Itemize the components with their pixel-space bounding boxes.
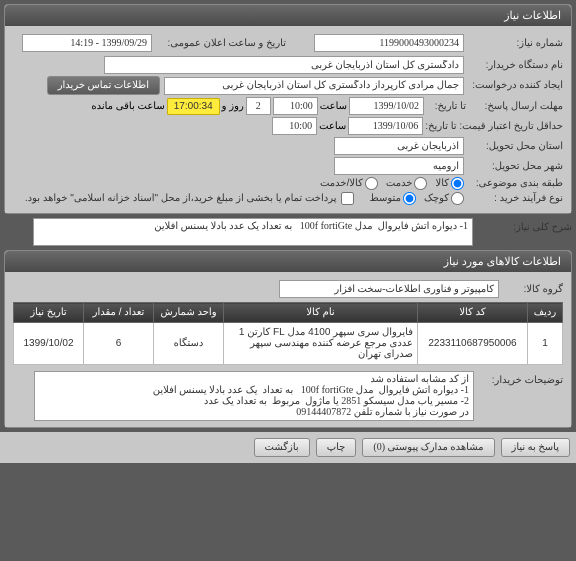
countdown-timer: 17:00:34	[167, 98, 220, 115]
org-label: نام دستگاه خریدار:	[468, 60, 563, 71]
col-unit: واحد شمارش	[154, 303, 224, 323]
org-field	[104, 56, 464, 74]
province-field	[334, 137, 464, 155]
panel-title: اطلاعات نیاز	[5, 5, 571, 26]
need-no-label: شماره نیاز:	[468, 38, 563, 49]
time-label-2: ساعت	[319, 121, 346, 132]
bt-medium-radio[interactable]	[403, 192, 416, 205]
back-button[interactable]: بازگشت	[254, 438, 310, 457]
cat-goods-label: کالا	[435, 178, 449, 189]
bt-medium-label: متوسط	[370, 193, 401, 204]
buy-type-radio-group: کوچک متوسط	[370, 192, 464, 205]
cat-service-label: خدمت	[386, 178, 413, 189]
notes-field	[34, 371, 474, 421]
partial-pay-label: پرداخت تمام یا بخشی از مبلغ خرید،از محل …	[25, 193, 337, 204]
cell-n: 1	[528, 323, 563, 365]
creator-label: ایجاد کننده درخواست:	[468, 80, 563, 91]
cell-unit: دستگاه	[154, 323, 224, 365]
province-label: استان محل تحویل:	[468, 141, 563, 152]
valid-label: حداقل تاریخ اعتبار قیمت: تا تاریخ:	[425, 121, 563, 132]
need-info-panel: اطلاعات نیاز شماره نیاز: تاریخ و ساعت اع…	[4, 4, 572, 214]
valid-time-field	[272, 117, 317, 135]
contact-info-button[interactable]: اطلاعات تماس خریدار	[47, 76, 160, 95]
summary-field	[33, 218, 473, 246]
cat-goods-radio[interactable]	[451, 177, 464, 190]
cell-name: فایروال سری سپهر 4100 مدل FL کارتن 1 عدد…	[224, 323, 418, 365]
col-qty: تعداد / مقدار	[84, 303, 154, 323]
need-no-field	[314, 34, 464, 52]
cat-both-radio[interactable]	[365, 177, 378, 190]
buy-type-label: نوع فرآیند خرید :	[468, 193, 563, 204]
cat-service-radio[interactable]	[414, 177, 427, 190]
cell-qty: 6	[84, 323, 154, 365]
deadline-time-field	[273, 97, 318, 115]
answer-button[interactable]: پاسخ به نیاز	[501, 438, 571, 457]
deadline-to-label: تا تاریخ:	[426, 101, 466, 112]
col-date: تاریخ نیاز	[14, 303, 84, 323]
group-label: گروه کالا:	[503, 284, 563, 295]
days-label: روز و	[222, 101, 244, 112]
items-table: ردیف کد کالا نام کالا واحد شمارش تعداد /…	[13, 302, 563, 365]
partial-pay-checkbox[interactable]	[341, 192, 354, 205]
cell-code: 2233110687950006	[418, 323, 528, 365]
valid-date-field	[348, 117, 423, 135]
city-label: شهر محل تحویل:	[468, 161, 563, 172]
bt-small-radio[interactable]	[451, 192, 464, 205]
pub-date-label: تاریخ و ساعت اعلان عمومی:	[156, 38, 286, 49]
items-panel: اطلاعات کالاهای مورد نیاز گروه کالا: ردی…	[4, 250, 572, 428]
category-radio-group: کالا خدمت کالا/خدمت	[320, 177, 464, 190]
pub-date-field	[22, 34, 152, 52]
days-field	[246, 97, 271, 115]
remaining-label: ساعت باقی مانده	[91, 101, 164, 112]
col-row: ردیف	[528, 303, 563, 323]
footer-buttons: پاسخ به نیاز مشاهده مدارک پیوستی (0) چاپ…	[0, 432, 576, 463]
bt-small-label: کوچک	[424, 193, 449, 204]
group-field	[279, 280, 499, 298]
time-label-1: ساعت	[320, 101, 347, 112]
cat-both-label: کالا/خدمت	[320, 178, 363, 189]
col-code: کد کالا	[418, 303, 528, 323]
notes-label: توضیحات خریدار:	[478, 371, 563, 386]
cell-date: 1399/10/02	[14, 323, 84, 365]
summary-label: شرح کلی نیاز:	[477, 218, 572, 233]
table-row[interactable]: 1 2233110687950006 فایروال سری سپهر 4100…	[14, 323, 563, 365]
city-field	[334, 157, 464, 175]
print-button[interactable]: چاپ	[316, 438, 357, 457]
col-name: نام کالا	[224, 303, 418, 323]
attachments-button[interactable]: مشاهده مدارک پیوستی (0)	[362, 438, 494, 457]
category-label: طبقه بندی موضوعی:	[468, 178, 563, 189]
creator-field	[164, 77, 464, 95]
deadline-date-field	[349, 97, 424, 115]
items-panel-title: اطلاعات کالاهای مورد نیاز	[5, 251, 571, 272]
deadline-label: مهلت ارسال پاسخ:	[468, 101, 563, 112]
